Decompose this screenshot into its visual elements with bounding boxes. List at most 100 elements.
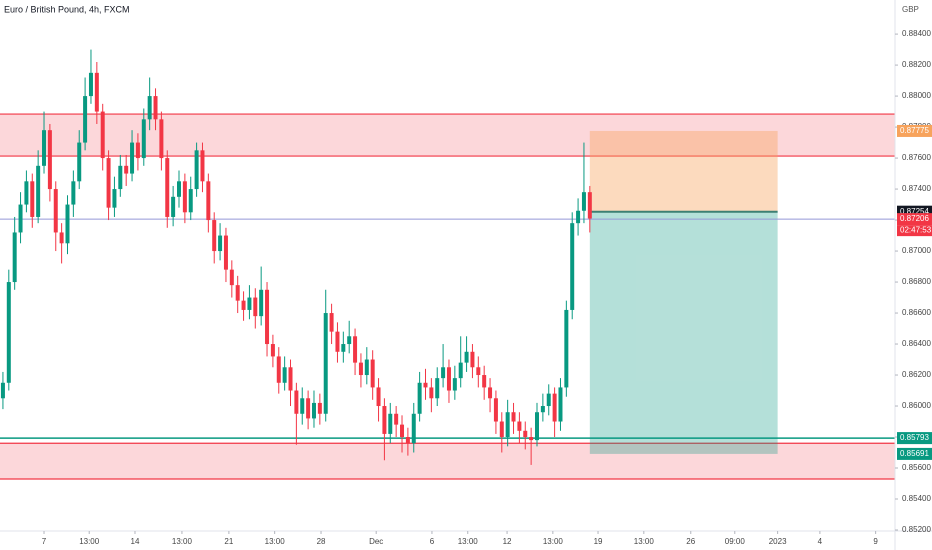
currency-label: GBP xyxy=(902,5,919,14)
candle-body xyxy=(200,150,205,182)
candle-body xyxy=(540,406,545,413)
candle-body xyxy=(18,204,23,233)
candle-body xyxy=(218,235,223,252)
x-tick-label: 19 xyxy=(594,537,603,546)
y-tick-label: 0.86200 xyxy=(902,370,931,379)
chart-title: Euro / British Pound, 4h, FXCM xyxy=(4,4,130,14)
candle-body xyxy=(499,421,504,438)
x-tick-label: 13:00 xyxy=(543,537,564,546)
countdown-box xyxy=(897,225,932,237)
candle-body xyxy=(30,181,35,217)
candle-body xyxy=(6,282,11,383)
y-tick-label: 0.85200 xyxy=(902,525,931,534)
candle-body xyxy=(376,387,381,407)
candle-body xyxy=(323,313,328,414)
candle-body xyxy=(36,165,41,217)
candle-body xyxy=(177,181,181,197)
y-tick-label: 0.85600 xyxy=(902,463,931,472)
candle-body xyxy=(523,430,528,438)
x-tick-label: 13:00 xyxy=(634,537,655,546)
candle-body xyxy=(53,189,58,233)
candle-body xyxy=(265,289,270,345)
candle-body xyxy=(470,351,475,368)
price-label-box xyxy=(897,447,932,460)
candle-body xyxy=(405,437,410,444)
candle-body xyxy=(77,142,82,182)
candle-body xyxy=(194,150,199,190)
candle-body xyxy=(394,413,399,425)
candle-body xyxy=(411,413,416,444)
candle-body xyxy=(535,412,539,441)
candle-body xyxy=(300,398,305,414)
candle-body xyxy=(212,220,217,252)
candle-body xyxy=(306,398,311,419)
candle-body xyxy=(24,181,29,205)
x-tick-label: 26 xyxy=(686,537,695,546)
candle-body xyxy=(458,362,463,379)
price-label: 0.85691 xyxy=(900,449,929,458)
candle-body xyxy=(446,367,451,391)
x-tick-label: 13:00 xyxy=(79,537,100,546)
target-area xyxy=(589,211,778,454)
candle-body xyxy=(511,412,516,422)
x-tick-label: 21 xyxy=(224,537,233,546)
candle-body xyxy=(235,285,240,301)
price-label: 0.85793 xyxy=(900,433,929,442)
x-tick-label: 7 xyxy=(42,537,47,546)
candle-body xyxy=(270,344,275,357)
candle-body xyxy=(464,351,469,363)
candle-body xyxy=(88,72,93,97)
candle-body xyxy=(282,367,287,383)
candle-body xyxy=(570,223,575,310)
candle-body xyxy=(581,192,586,211)
price-label: 0.87206 xyxy=(900,214,929,223)
x-tick-label: 28 xyxy=(317,537,326,546)
candle-body xyxy=(347,336,352,345)
candle-body xyxy=(382,406,387,434)
price-label-box xyxy=(897,124,932,137)
y-tick-label: 0.87600 xyxy=(902,153,931,162)
candle-body xyxy=(529,437,534,441)
candle-body xyxy=(476,367,481,376)
y-tick-label: 0.85400 xyxy=(902,494,931,503)
candle-body xyxy=(153,96,158,120)
candle-body xyxy=(247,297,252,310)
candle-body xyxy=(241,300,246,310)
x-tick-label: 12 xyxy=(503,537,512,546)
candle-body xyxy=(223,235,228,270)
candle-body xyxy=(147,96,152,120)
candle-body xyxy=(47,130,52,190)
candle-body xyxy=(59,232,64,244)
price-label: 0.87254 xyxy=(900,207,929,216)
y-tick-label: 0.87000 xyxy=(902,246,931,255)
x-tick-label: 13:00 xyxy=(458,537,479,546)
candle-body xyxy=(417,382,422,414)
candle-body xyxy=(106,158,111,208)
countdown: 02:47:53 xyxy=(900,226,932,235)
candle-body xyxy=(294,390,299,414)
candle-body xyxy=(253,297,258,317)
candle-body xyxy=(576,210,581,224)
candle-body xyxy=(505,412,510,438)
candle-body xyxy=(135,142,140,159)
candle-body xyxy=(288,367,293,391)
candle-body xyxy=(488,387,493,399)
price-label: 0.87775 xyxy=(900,126,929,135)
candle-body xyxy=(118,165,123,190)
y-tick-label: 0.86800 xyxy=(902,277,931,286)
candle-body xyxy=(159,119,164,159)
candle-body xyxy=(141,119,146,159)
candle-body xyxy=(452,378,457,391)
candle-body xyxy=(546,393,551,407)
candle-body xyxy=(441,367,446,379)
candle-body xyxy=(400,424,405,438)
y-tick-label: 0.86400 xyxy=(902,339,931,348)
x-tick-label: 2023 xyxy=(769,537,787,546)
zone xyxy=(0,443,895,480)
candle-body xyxy=(482,375,487,388)
candle-body xyxy=(517,421,522,431)
candle-body xyxy=(0,382,5,399)
y-tick-label: 0.88000 xyxy=(902,91,931,100)
candle-body xyxy=(364,359,369,376)
